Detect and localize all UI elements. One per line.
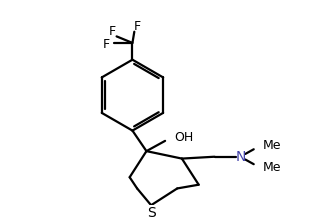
Text: Me: Me bbox=[263, 139, 281, 152]
Text: N: N bbox=[235, 150, 246, 164]
Text: F: F bbox=[134, 20, 141, 33]
Text: F: F bbox=[108, 25, 116, 38]
Text: Me: Me bbox=[263, 161, 281, 174]
Text: S: S bbox=[147, 206, 156, 220]
Text: OH: OH bbox=[174, 131, 194, 144]
Text: F: F bbox=[103, 38, 110, 51]
